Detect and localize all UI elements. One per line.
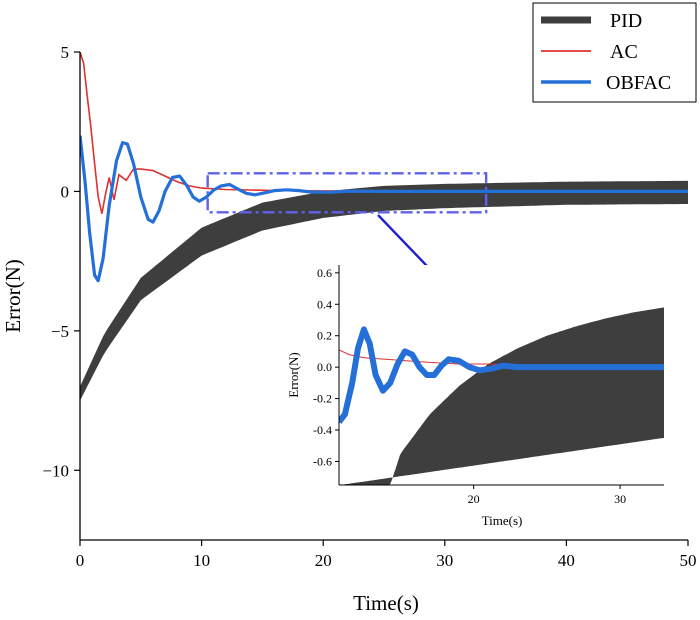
x-tick-label: 30 (436, 551, 453, 570)
y-tick-label: 5 (61, 43, 70, 62)
inset-obfac-line (339, 326, 664, 424)
inset-x-axis-label: Time(s) (482, 513, 523, 528)
inset-y-tick-label: 0.4 (317, 297, 332, 311)
y-tick-label: −5 (51, 322, 69, 341)
inset-x-tick-label: 20 (468, 492, 480, 506)
inset-y-axis-label: Error(N) (286, 352, 301, 397)
inset-x-tick-label: 30 (614, 492, 626, 506)
inset-pid-band (339, 307, 664, 485)
inset-y-tick-label: -0.4 (313, 423, 332, 437)
inset-y-tick-label: -0.2 (313, 392, 332, 406)
obfac-series-line (80, 135, 688, 283)
x-tick-label: 20 (315, 551, 332, 570)
inset-y-tick-label: 0.0 (317, 360, 332, 374)
inset-y-tick-label: -0.6 (313, 454, 332, 468)
y-tick-label: −10 (42, 461, 69, 480)
x-tick-label: 50 (680, 551, 697, 570)
zoom-region-box (206, 172, 488, 214)
inset-y-tick-label: 0.2 (317, 329, 332, 343)
x-tick-label: 10 (193, 551, 210, 570)
legend: PID AC OBFAC (532, 2, 697, 103)
y-tick-label: 0 (61, 182, 70, 201)
legend-ac-label: AC (610, 41, 638, 63)
inset-y-tick-label: 0.6 (317, 266, 332, 280)
pid-series-band (80, 180, 688, 401)
legend-pid-label: PID (610, 10, 642, 32)
main-x-axis-label: Time(s) (353, 591, 419, 615)
main-y-axis-label: Error(N) (1, 259, 25, 332)
x-tick-label: 40 (558, 551, 575, 570)
legend-obfac-label: OBFAC (606, 72, 671, 94)
x-tick-label: 0 (76, 551, 85, 570)
